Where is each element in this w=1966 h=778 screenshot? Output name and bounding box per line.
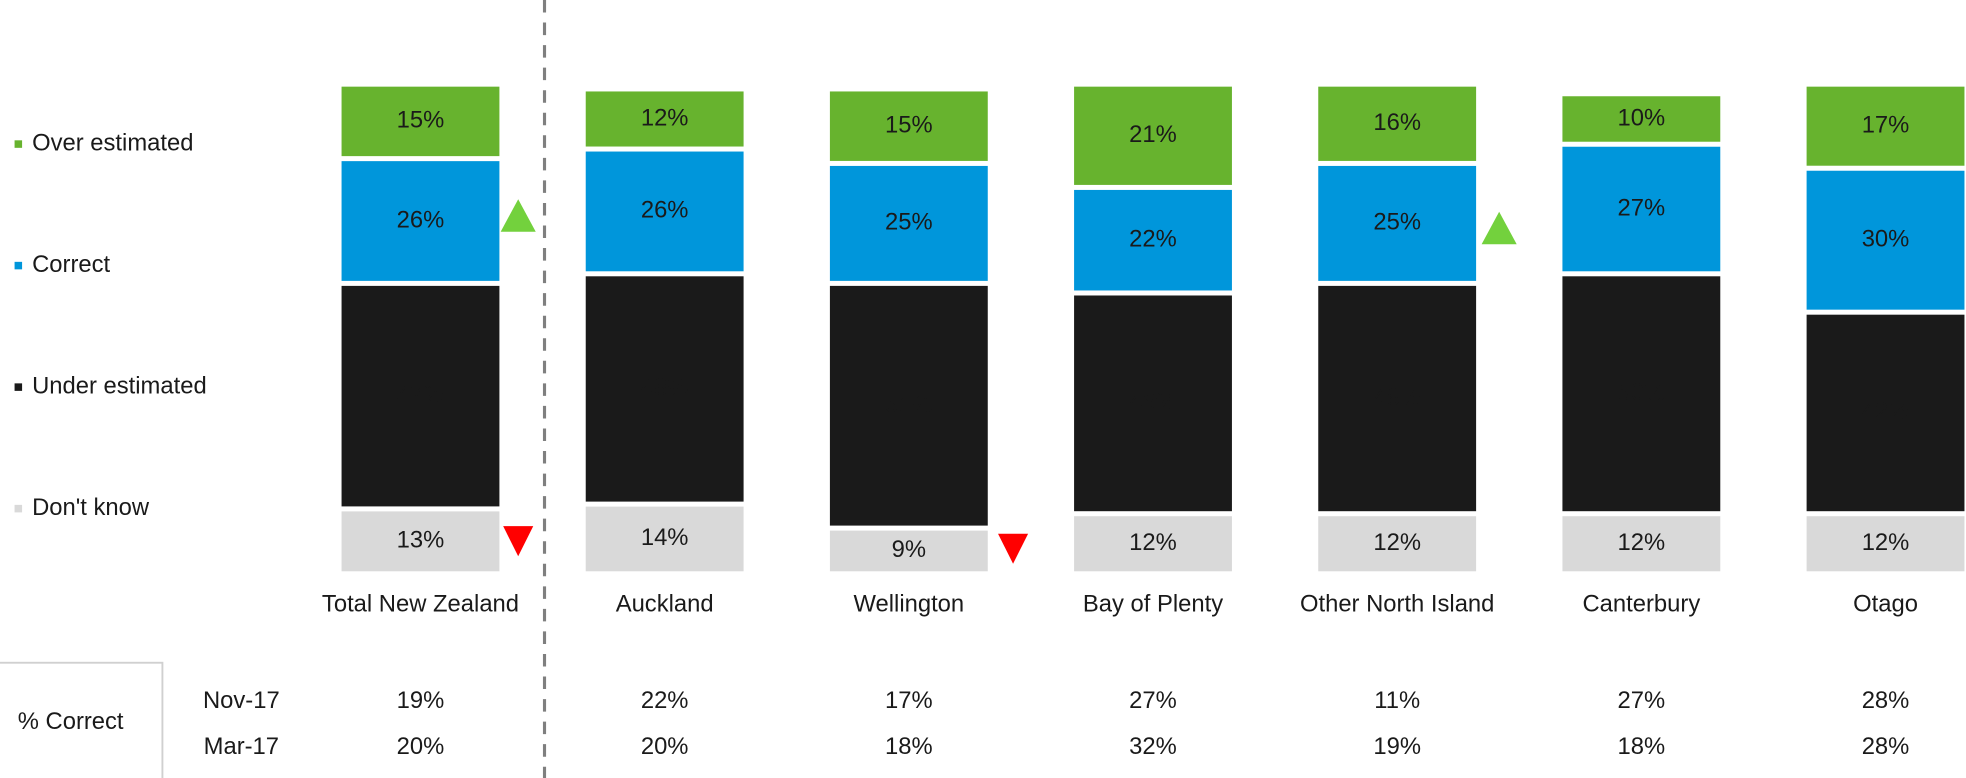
bar-segment [585,151,744,272]
bar-segment [1318,516,1477,572]
legend-swatch [14,261,23,270]
legend-label: Don't know [32,494,150,521]
data-label: 46% [1129,389,1177,416]
x-tick-label: Bay of Plenty [1083,590,1223,617]
data-label: 51% [885,391,933,418]
data-label: 26% [397,206,445,233]
x-tick-label: Total New Zealand [322,590,519,617]
bar-segment [1806,314,1965,512]
data-label: 13% [397,527,445,554]
bar-segment [1074,189,1232,291]
bar-segment [1562,146,1721,272]
bar-segment [585,91,744,147]
down-arrow [998,533,1029,564]
bar-segment [829,165,988,281]
row-label: Mar-17 [204,733,279,760]
table-cell: 19% [1373,733,1421,760]
data-label: 17% [1862,111,1910,138]
bar-segment [1074,86,1232,185]
table-cell: 18% [1618,733,1666,760]
data-label: 22% [1129,225,1177,252]
data-label: 12% [641,104,689,131]
table-cell: 19% [397,687,445,714]
bar-segment [1318,86,1477,161]
data-label: 47% [397,381,445,408]
table-cell: 32% [1129,733,1177,760]
table-cell: 20% [641,733,689,760]
table-cell: 28% [1862,733,1910,760]
data-label: 15% [397,107,445,134]
table-cell: 28% [1862,687,1910,714]
data-label: 27% [1618,194,1666,221]
table-cell: 17% [885,687,933,714]
x-tick-label: Other North Island [1300,590,1494,617]
bar-segment [341,511,500,572]
bar-segment [1806,86,1965,166]
table-cell: 18% [885,733,933,760]
data-label: 9% [892,536,926,563]
data-label: 42% [1862,398,1910,425]
bar-segment [1074,295,1232,512]
data-label: 12% [1373,529,1421,556]
table-cell: 22% [641,687,689,714]
bar-segment [829,530,988,572]
bar-segment [829,285,988,526]
x-tick-label: Wellington [853,590,964,617]
x-tick-label: Auckland [616,590,714,617]
data-label: 10% [1618,104,1666,131]
data-label: 25% [1373,209,1421,236]
data-label: 12% [1618,529,1666,556]
x-tick-label: Canterbury [1582,590,1700,617]
up-arrow [500,199,536,232]
legend-label: Under estimated [32,372,207,399]
data-label: 26% [641,197,689,224]
table-cell: 27% [1129,687,1177,714]
legend-swatch [14,504,23,513]
data-label: 15% [885,111,933,138]
legend-swatch [14,383,23,391]
bar-segment [585,276,744,502]
data-label: 48% [1373,384,1421,411]
bar-segment [341,86,500,157]
bar-segment [1318,285,1477,512]
data-label: 50% [1618,379,1666,406]
table-cell: 11% [1374,687,1420,714]
data-label: 25% [885,209,933,236]
legend-swatch [14,140,23,148]
bar-segment [1562,516,1721,572]
data-label: 14% [641,524,689,551]
data-label: 48% [641,374,689,401]
data-label: 30% [1862,225,1910,252]
bar-segment [1806,170,1965,310]
bar-segment [341,161,500,281]
legend-label: Over estimated [32,129,193,156]
data-label: 12% [1129,529,1177,556]
bar-segment [1806,516,1965,572]
bar-segment [585,506,744,572]
table-cell: 27% [1618,687,1666,714]
legend-label: Correct [32,251,110,278]
bar-segment [1318,165,1477,281]
bar-segment [341,285,500,507]
bar-segment [1562,276,1721,512]
down-arrow [503,526,534,557]
table-label: % Correct [18,708,124,735]
bar-segment [1562,96,1721,142]
up-arrow [1481,211,1517,245]
bar-segment [829,91,988,161]
x-tick-label: Otago [1853,590,1918,617]
data-label: 16% [1373,109,1421,136]
table-label-box [0,661,164,778]
table-cell: 20% [397,733,445,760]
row-label: Nov-17 [203,687,280,714]
bar-segment [1074,516,1232,572]
data-label: 12% [1862,529,1910,556]
data-label: 21% [1129,121,1177,148]
